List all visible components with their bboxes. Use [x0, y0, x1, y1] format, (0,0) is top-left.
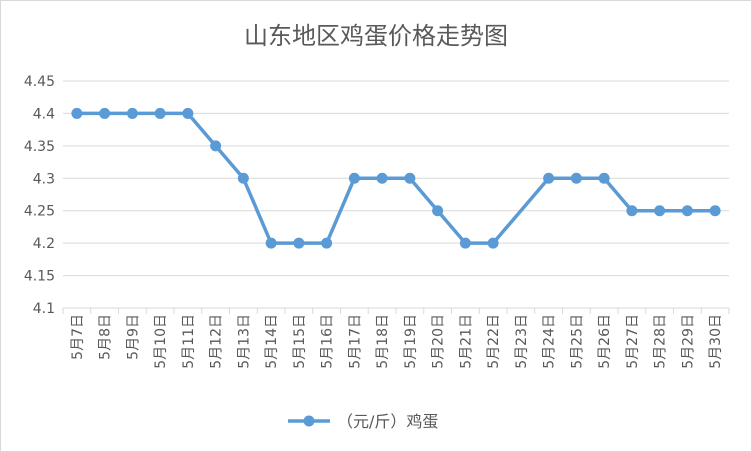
y-tick-label: 4.35: [24, 139, 55, 155]
y-tick-label: 4.45: [24, 74, 55, 90]
x-tick-label: 5月25日: [569, 314, 585, 369]
data-point: [182, 107, 194, 119]
data-point: [126, 107, 138, 119]
x-tick-label: 5月9日: [125, 314, 141, 360]
x-tick-label: 5月16日: [320, 314, 336, 369]
data-point: [265, 237, 277, 249]
series-layer: [71, 107, 721, 249]
data-point: [348, 172, 360, 184]
data-point: [543, 172, 555, 184]
data-point: [154, 107, 166, 119]
legend-label: （元/斤）鸡蛋: [337, 412, 438, 431]
x-tick-label: 5月23日: [514, 314, 530, 369]
x-tick-label: 5月17日: [347, 314, 363, 369]
data-point: [459, 237, 471, 249]
data-point: [598, 172, 610, 184]
x-tick-label: 5月10日: [153, 314, 169, 369]
x-axis: 5月7日 5月8日 5月9日 5月10日 5月11日 5月12日 5月13日 5月14日 5月1…: [62, 308, 730, 369]
y-tick-label: 4.15: [24, 269, 55, 285]
x-tick-label: 5月22日: [486, 314, 502, 369]
x-tick-label: 5月12日: [209, 314, 225, 369]
x-tick-label: 5月19日: [403, 314, 419, 369]
data-point: [432, 205, 444, 217]
data-point: [404, 172, 416, 184]
x-tick-label: 5月21日: [458, 314, 474, 369]
y-tick-label: 4.1: [33, 301, 55, 317]
x-tick-label: 5月28日: [653, 314, 669, 369]
x-tick-label: 5月15日: [292, 314, 308, 369]
x-tick-label: 5月18日: [375, 314, 391, 369]
data-point: [570, 172, 582, 184]
data-point: [376, 172, 388, 184]
x-tick-label: 5月27日: [625, 314, 641, 369]
legend: （元/斤）鸡蛋: [288, 412, 438, 431]
x-tick-label: 5月13日: [236, 314, 252, 369]
y-axis: 4.1 4.15 4.2 4.25 4.3 4.35 4.4 4.45: [24, 74, 55, 317]
y-tick-label: 4.25: [24, 204, 55, 220]
data-point: [487, 237, 499, 249]
data-point: [709, 205, 721, 217]
x-tick-label: 5月11日: [181, 314, 197, 369]
y-tick-label: 4.2: [33, 236, 55, 252]
legend-marker: [303, 415, 315, 427]
data-point: [210, 140, 222, 152]
x-tick-label: 5月24日: [542, 314, 558, 369]
data-point: [99, 107, 111, 119]
x-tick-label: 5月30日: [708, 314, 724, 369]
data-point: [626, 205, 638, 217]
x-tick-label: 5月26日: [597, 314, 613, 369]
data-point: [293, 237, 305, 249]
x-tick-label: 5月14日: [264, 314, 280, 369]
data-point: [71, 107, 83, 119]
x-tick-label: 5月7日: [70, 314, 86, 360]
y-tick-label: 4.4: [33, 106, 55, 122]
y-tick-label: 4.3: [33, 171, 55, 187]
x-tick-label: 5月20日: [431, 314, 447, 369]
data-point: [321, 237, 333, 249]
data-point: [654, 205, 666, 217]
data-point: [681, 205, 693, 217]
chart-title: 山东地区鸡蛋价格走势图: [244, 22, 508, 50]
data-point: [237, 172, 249, 184]
x-tick-label: 5月8日: [98, 314, 114, 360]
x-tick-label: 5月29日: [680, 314, 696, 369]
